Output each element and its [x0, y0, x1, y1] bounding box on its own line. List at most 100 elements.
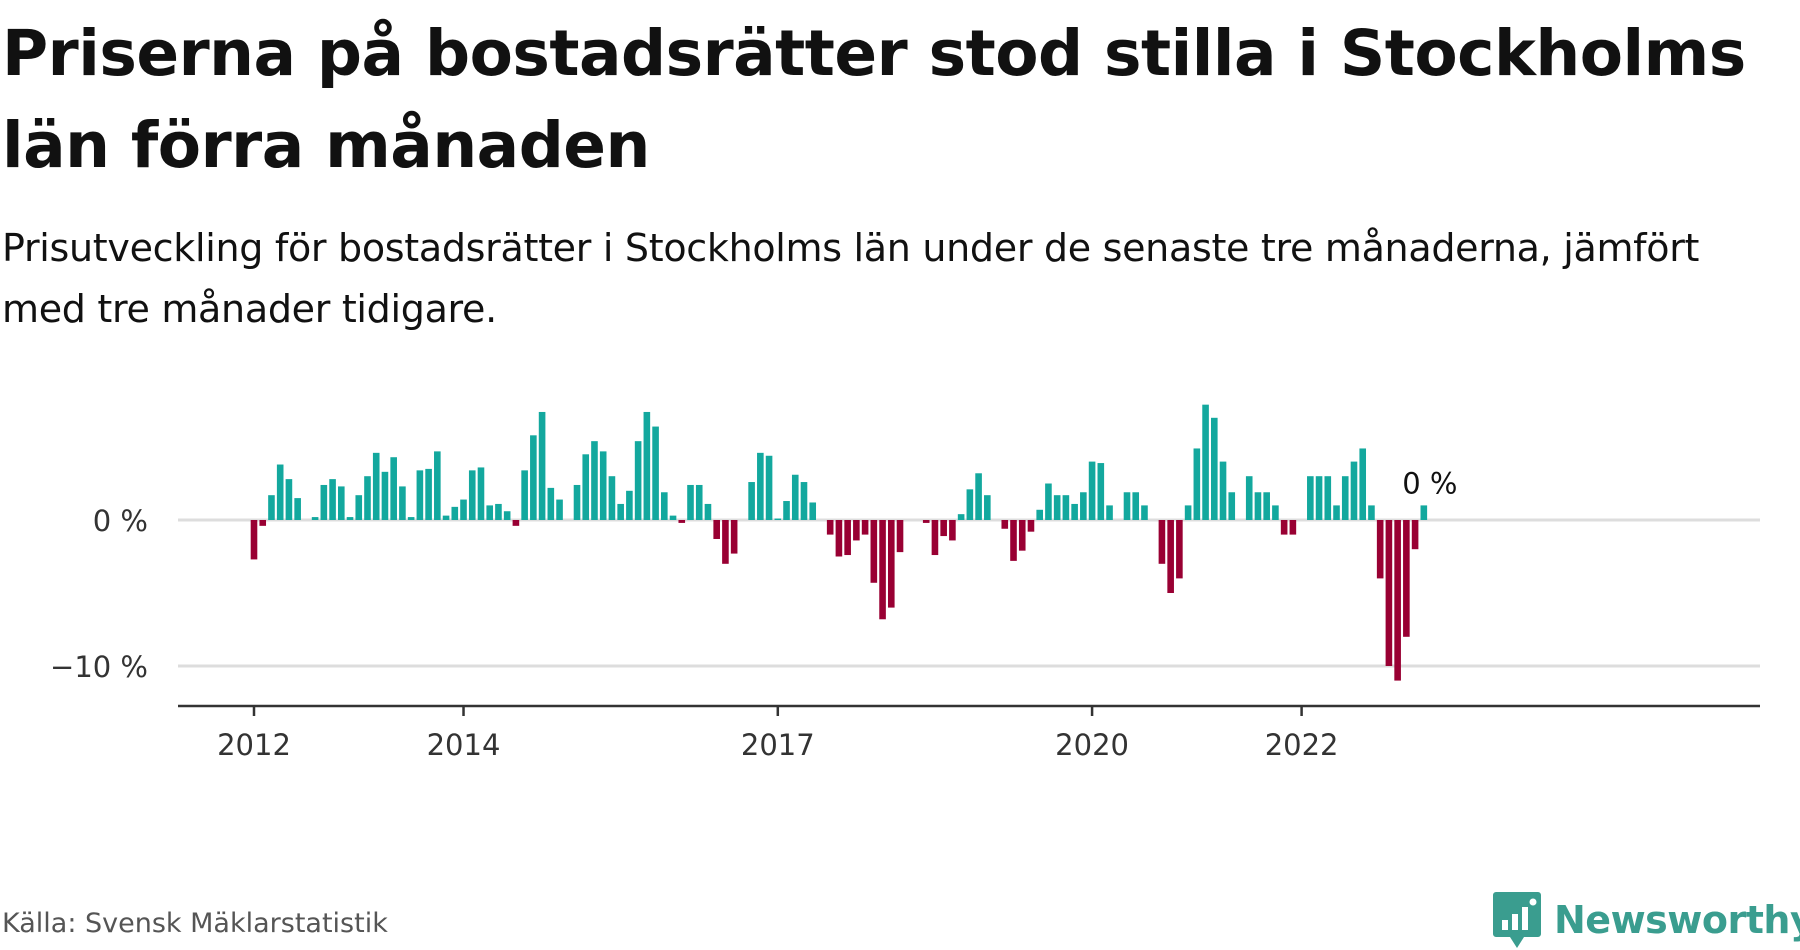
bar [1211, 417, 1218, 520]
bar [390, 457, 397, 520]
bar [617, 503, 624, 520]
bar [1088, 461, 1096, 520]
bar [1010, 520, 1017, 561]
bar [652, 426, 659, 520]
bar [626, 490, 633, 520]
bar [1167, 520, 1174, 593]
bar [1027, 520, 1035, 532]
bar [276, 464, 284, 520]
bar [1018, 520, 1026, 551]
x-tick-label: 2022 [1265, 728, 1339, 760]
bar [416, 470, 424, 520]
bar [1411, 520, 1419, 550]
x-tick-label: 2012 [217, 728, 291, 760]
bar [1080, 492, 1087, 520]
grid-layer [178, 518, 1760, 668]
bar [503, 511, 511, 520]
bar [1403, 520, 1410, 637]
bar [1359, 448, 1367, 520]
bar-chart: 0 % −10 % 2012 2014 2017 2020 2022 0 % [50, 404, 1760, 760]
bar [791, 474, 799, 520]
bar [713, 520, 720, 539]
bar [1045, 483, 1052, 520]
bar [547, 487, 555, 520]
x-tick-label: 2017 [741, 728, 815, 760]
axis-layer [178, 704, 1760, 716]
bar [460, 499, 467, 520]
bar [887, 520, 895, 608]
bar [294, 498, 301, 520]
x-tick-label: 2014 [427, 728, 501, 760]
bar [1315, 476, 1323, 520]
bar [268, 495, 275, 520]
bar [1324, 476, 1332, 520]
bar [250, 520, 258, 560]
bar [1219, 461, 1227, 520]
bar [1132, 492, 1140, 520]
y-tick-label: 0 % [93, 504, 148, 538]
bar [355, 495, 363, 520]
bar [1420, 505, 1428, 520]
bar [870, 520, 878, 583]
bar [1001, 520, 1009, 529]
bar [931, 520, 939, 556]
bar [591, 441, 598, 520]
last-value-label: 0 % [1402, 466, 1457, 500]
bar [853, 520, 860, 541]
bar [757, 452, 764, 520]
bar [1053, 495, 1061, 520]
bar [1385, 520, 1393, 666]
bar [582, 454, 590, 520]
bar [879, 520, 886, 620]
bar [1307, 476, 1314, 520]
bar [1036, 509, 1043, 520]
bar [364, 476, 371, 520]
bar [765, 455, 773, 520]
chart-subtitle: Prisutveckling för bostadsrätter i Stock… [2, 226, 1700, 331]
bar [538, 411, 546, 520]
bar [1141, 505, 1148, 520]
bar [477, 467, 485, 520]
bar [634, 441, 642, 520]
bar [320, 484, 328, 520]
bar [1368, 505, 1375, 520]
bar [399, 486, 406, 520]
bar [748, 482, 755, 520]
bar [669, 515, 677, 520]
bar [1245, 476, 1253, 520]
bar [809, 502, 817, 520]
bar [922, 520, 930, 523]
bar [940, 520, 947, 537]
bar [372, 452, 380, 520]
bar [1350, 461, 1358, 520]
newsworthy-logo: Newsworthy [1492, 890, 1800, 950]
bar [1228, 492, 1236, 520]
bar [512, 520, 520, 526]
bar [442, 515, 450, 520]
bar [1062, 495, 1070, 520]
bar [984, 495, 991, 520]
bar [486, 505, 494, 520]
bar [1158, 520, 1166, 564]
x-tick-label: 2020 [1055, 728, 1129, 760]
chart-title: Priserna på bostadsrätter stod stilla i … [2, 17, 1746, 182]
bar [975, 473, 982, 520]
bar [1341, 476, 1349, 520]
bar [949, 520, 956, 541]
bar [381, 471, 389, 520]
bar [329, 479, 336, 520]
bar [311, 517, 319, 520]
bar [1202, 404, 1209, 520]
bar [608, 476, 616, 520]
bar [1176, 520, 1183, 579]
bar [643, 411, 651, 520]
bar [1193, 448, 1201, 520]
bar [661, 492, 668, 520]
bar [468, 470, 476, 520]
bar [1394, 520, 1401, 681]
bar [774, 518, 782, 520]
bar [722, 520, 729, 564]
bar [730, 520, 738, 554]
bar [451, 506, 459, 520]
bar [957, 514, 965, 520]
